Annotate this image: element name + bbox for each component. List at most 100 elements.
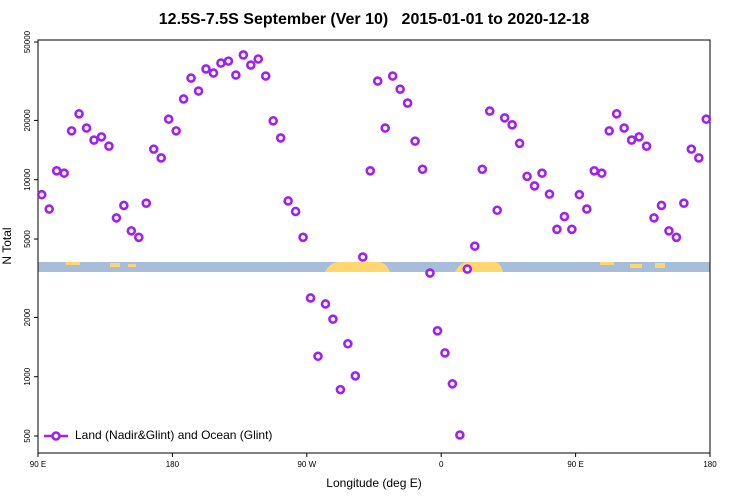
data-point bbox=[305, 293, 316, 303]
data-point bbox=[111, 213, 122, 223]
land bbox=[66, 262, 80, 265]
data-point bbox=[514, 138, 525, 149]
data-point bbox=[246, 60, 256, 70]
legend-marker bbox=[51, 431, 61, 441]
data-point bbox=[74, 109, 84, 119]
data-point bbox=[253, 54, 264, 64]
data-point bbox=[477, 164, 488, 175]
data-point bbox=[44, 204, 55, 214]
data-point bbox=[238, 50, 249, 60]
data-point bbox=[134, 232, 144, 243]
y-tick-label: 50000 bbox=[23, 30, 32, 53]
data-point bbox=[298, 232, 308, 243]
data-point bbox=[537, 168, 547, 178]
data-point bbox=[395, 84, 405, 95]
data-point bbox=[365, 165, 376, 176]
data-point bbox=[499, 113, 510, 123]
data-point bbox=[417, 164, 428, 175]
data-point bbox=[201, 64, 211, 74]
data-point bbox=[66, 126, 77, 136]
data-point bbox=[559, 211, 570, 222]
data-point bbox=[656, 200, 667, 211]
data-point bbox=[641, 141, 652, 151]
data-point bbox=[81, 123, 92, 133]
data-point bbox=[432, 326, 443, 336]
data-point bbox=[193, 86, 204, 96]
data-point bbox=[350, 371, 361, 381]
data-point bbox=[104, 141, 114, 151]
data-point bbox=[343, 338, 353, 349]
y-axis-label: N Total bbox=[0, 227, 14, 264]
x-tick-label: 180 bbox=[703, 460, 717, 469]
x-tick-label: 0 bbox=[439, 460, 444, 469]
data-point bbox=[119, 200, 129, 211]
data-point bbox=[171, 126, 181, 136]
data-point bbox=[141, 198, 152, 209]
data-point bbox=[335, 384, 346, 395]
data-point bbox=[596, 168, 607, 178]
land bbox=[325, 262, 390, 272]
chart-title: 12.5S-7.5S September (Ver 10) 2015-01-01… bbox=[159, 11, 590, 28]
data-point bbox=[410, 136, 420, 146]
data-point bbox=[440, 348, 450, 358]
data-point bbox=[96, 132, 107, 142]
x-tick-label: 180 bbox=[166, 460, 180, 469]
x-tick-label: 90 E bbox=[30, 460, 46, 469]
data-point bbox=[320, 299, 331, 309]
data-point bbox=[447, 379, 458, 389]
data-point bbox=[581, 204, 592, 214]
data-point bbox=[604, 126, 615, 136]
data-point bbox=[387, 71, 398, 81]
data-point bbox=[492, 205, 503, 216]
data-point bbox=[357, 252, 368, 262]
x-tick-label: 90 W bbox=[297, 460, 316, 469]
data-point bbox=[634, 132, 644, 142]
data-point bbox=[529, 181, 540, 191]
data-point bbox=[611, 109, 622, 119]
data-point bbox=[328, 314, 338, 324]
data-point bbox=[567, 224, 577, 235]
data-point bbox=[552, 224, 562, 235]
land bbox=[630, 264, 642, 268]
data-point bbox=[126, 226, 137, 236]
data-point bbox=[51, 165, 62, 176]
y-tick-label: 20000 bbox=[23, 109, 32, 132]
data-point bbox=[216, 58, 226, 68]
data-point bbox=[664, 226, 674, 236]
y-tick-label: 10000 bbox=[23, 168, 32, 191]
data-point bbox=[619, 123, 629, 133]
data-point bbox=[649, 213, 659, 223]
data-point bbox=[148, 144, 159, 154]
land-ocean-strip bbox=[38, 262, 710, 272]
data-point bbox=[679, 198, 689, 209]
land bbox=[655, 263, 665, 268]
data-point bbox=[36, 189, 47, 200]
data-point bbox=[469, 241, 480, 251]
data-point bbox=[671, 232, 682, 243]
data-point bbox=[163, 114, 174, 124]
y-tick-label: 500 bbox=[23, 429, 32, 443]
x-tick-label: 90 E bbox=[567, 460, 583, 469]
y-tick-label: 5000 bbox=[23, 230, 32, 248]
data-point bbox=[223, 56, 234, 66]
data-point bbox=[313, 351, 323, 362]
x-axis-label: Longitude (deg E) bbox=[326, 476, 421, 490]
data-point bbox=[693, 153, 704, 163]
data-point bbox=[686, 144, 697, 154]
legend-label: Land (Nadir&Glint) and Ocean (Glint) bbox=[75, 428, 272, 442]
land bbox=[600, 262, 614, 265]
data-point bbox=[186, 73, 196, 83]
data-point bbox=[178, 94, 189, 104]
plot-frame bbox=[37, 39, 711, 454]
data-point bbox=[425, 268, 435, 278]
land bbox=[110, 263, 120, 267]
data-point bbox=[89, 135, 99, 145]
data-point bbox=[268, 116, 279, 126]
data-point bbox=[260, 71, 271, 81]
data-point bbox=[380, 123, 391, 133]
land bbox=[128, 264, 136, 267]
data-point bbox=[156, 153, 166, 163]
data-point bbox=[208, 68, 219, 78]
